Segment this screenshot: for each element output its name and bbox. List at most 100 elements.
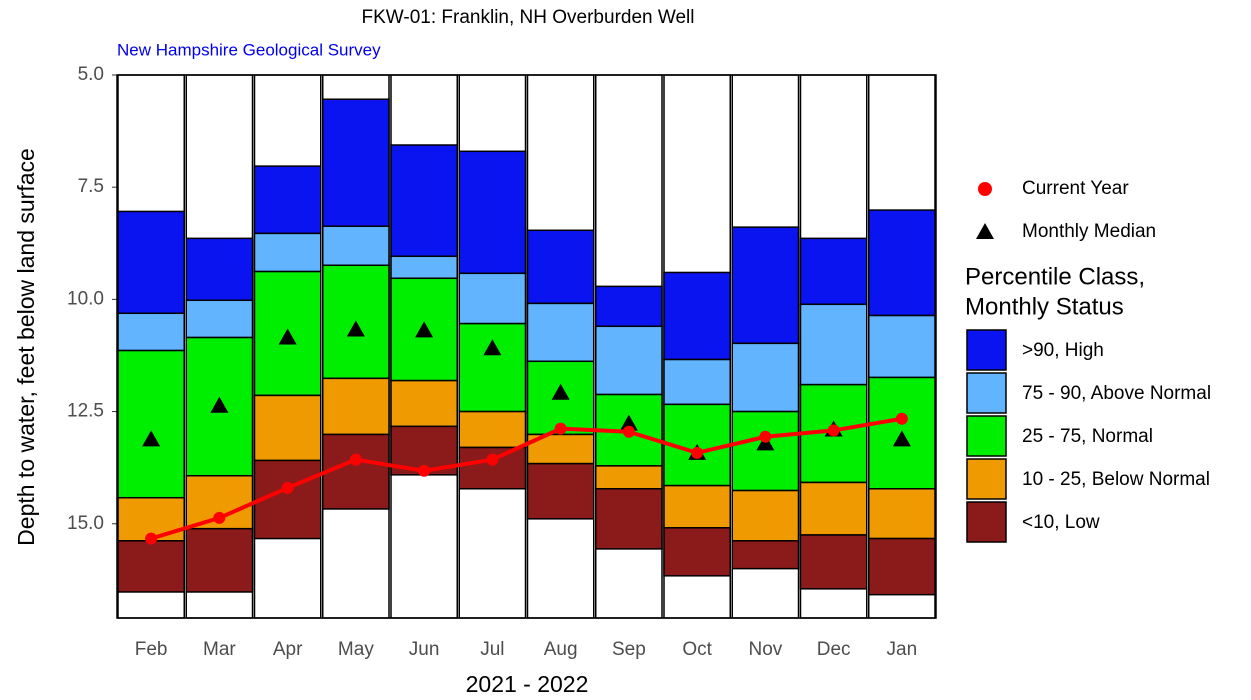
legend-swatch — [966, 458, 1007, 500]
percentile-segment — [731, 489, 800, 542]
legend-label: 10 - 25, Below Normal — [1022, 469, 1210, 490]
x-tick-label: May — [338, 639, 374, 660]
median-marker — [415, 321, 434, 338]
percentile-segment — [868, 488, 936, 540]
x-tick-label: Aug — [544, 639, 578, 660]
y-tick-label: 5.0 — [78, 64, 104, 85]
percentile-segment — [663, 271, 731, 361]
percentile-segment — [253, 165, 322, 235]
percentile-segment — [799, 237, 868, 306]
percentile-segment — [253, 232, 322, 273]
x-tick-label: Sep — [612, 639, 646, 660]
legend-label: Monthly Median — [1022, 221, 1156, 242]
current-year-point — [759, 430, 772, 443]
percentile-segment — [595, 285, 663, 328]
current-year-point — [281, 481, 294, 494]
percentile-segment — [731, 540, 800, 570]
percentile-segment — [117, 349, 185, 499]
percentile-segment — [322, 433, 390, 510]
x-tick-label: Mar — [203, 639, 236, 660]
legend-label: 25 - 75, Normal — [1022, 426, 1153, 447]
legend-label: <10, Low — [1022, 512, 1100, 533]
legend-label: >90, High — [1022, 340, 1104, 361]
median-marker — [142, 430, 161, 447]
current-year-point — [895, 412, 908, 425]
percentile-segment — [117, 210, 185, 315]
percentile-segment — [526, 302, 595, 363]
legend-marker — [976, 223, 994, 239]
percentile-segment — [731, 410, 800, 492]
legend-marker — [978, 182, 992, 196]
percentile-segment — [117, 540, 185, 593]
x-tick-label: Jul — [480, 639, 504, 660]
chart-title: FKW-01: Franklin, NH Overburden Well — [362, 7, 695, 28]
percentile-segment — [185, 299, 254, 339]
percentile-segment — [253, 394, 322, 462]
x-tick-label: Dec — [817, 639, 851, 660]
percentile-segment — [595, 488, 663, 550]
percentile-segment — [663, 527, 731, 577]
median-marker — [619, 414, 638, 431]
percentile-segment — [595, 325, 663, 396]
legend-swatch — [966, 501, 1007, 543]
percentile-segment — [595, 465, 663, 490]
percentile-segment — [458, 322, 527, 413]
percentile-segment — [458, 150, 527, 275]
x-tick-label: Oct — [682, 639, 712, 660]
y-tick-label: 7.5 — [78, 176, 104, 197]
legend-swatch — [966, 415, 1007, 457]
legend-title: Percentile Class, — [965, 263, 1145, 290]
percentile-segment — [458, 272, 527, 325]
current-year-point — [418, 464, 431, 477]
median-marker — [210, 396, 229, 413]
x-axis-title: 2021 - 2022 — [466, 671, 589, 697]
current-year-point — [145, 532, 158, 545]
percentile-segment — [253, 459, 322, 540]
median-marker — [551, 383, 570, 400]
x-tick-label: Feb — [135, 639, 168, 660]
median-marker — [278, 328, 297, 345]
percentile-segment — [390, 379, 458, 428]
percentile-segment — [663, 358, 731, 406]
percentile-segment — [185, 527, 254, 593]
y-tick-label: 10.0 — [67, 288, 104, 309]
percentile-segment — [526, 229, 595, 305]
percentile-segment — [390, 255, 458, 280]
percentile-segment — [799, 534, 868, 590]
x-tick-label: Jun — [409, 639, 440, 660]
median-marker — [892, 430, 911, 447]
legend-label: Current Year — [1022, 178, 1129, 199]
current-year-point — [691, 446, 704, 459]
current-year-point — [349, 453, 362, 466]
y-axis-title: Depth to water, feet below land surface — [13, 148, 39, 546]
legend-swatch — [966, 372, 1007, 414]
current-year-line — [150, 416, 903, 541]
percentile-segment — [799, 303, 868, 386]
percentile-segment — [117, 312, 185, 352]
percentile-segment — [799, 481, 868, 536]
percentile-segment — [663, 484, 731, 529]
current-year-point — [213, 511, 226, 524]
percentile-segment — [322, 98, 390, 227]
plot-frame — [116, 74, 937, 619]
percentile-segment — [868, 314, 936, 379]
chart-subtitle: New Hampshire Geological Survey — [117, 40, 381, 59]
median-marker — [483, 339, 502, 356]
current-year-point — [827, 424, 840, 437]
legend-swatch — [966, 329, 1007, 371]
x-tick-label: Nov — [748, 639, 782, 660]
percentile-segment — [731, 226, 800, 345]
current-year-point — [486, 453, 499, 466]
y-tick-label: 12.5 — [67, 401, 104, 422]
median-marker — [346, 320, 365, 337]
current-year-point — [554, 422, 567, 435]
percentile-segment — [185, 237, 254, 302]
percentile-segment — [322, 377, 390, 436]
percentile-segment — [390, 144, 458, 258]
x-tick-label: Apr — [273, 639, 303, 660]
percentile-segment — [322, 225, 390, 267]
legend-label: 75 - 90, Above Normal — [1022, 383, 1211, 404]
percentile-segment — [868, 209, 936, 317]
current-year-point — [622, 425, 635, 438]
